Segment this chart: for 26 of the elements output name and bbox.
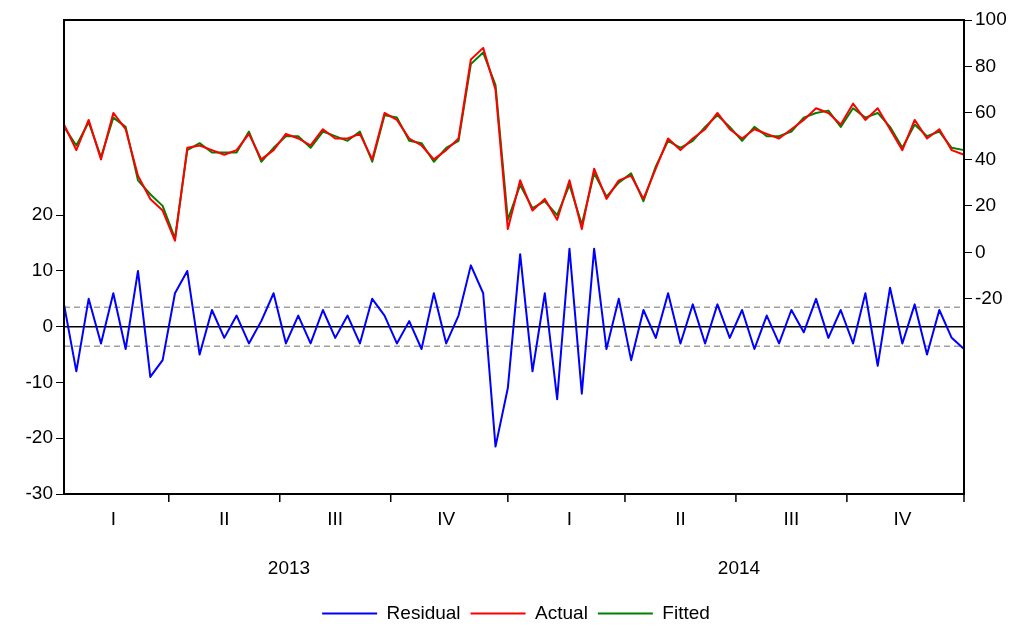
x-tick-label: I — [110, 507, 116, 529]
y2-tick-label: 100 — [975, 8, 1007, 30]
y2-tick-label: 0 — [975, 240, 986, 262]
x-tick-label: III — [783, 507, 800, 529]
legend-label: Fitted — [662, 601, 710, 623]
y-tick-label: 20 — [31, 203, 53, 225]
y2-tick-label: 40 — [975, 147, 997, 169]
y2-tick-label: 80 — [975, 54, 997, 76]
x-tick-label: III — [327, 507, 344, 529]
y-tick-label: 0 — [42, 314, 53, 336]
y-tick-label: -30 — [25, 482, 53, 504]
x-tick-label: I — [566, 507, 573, 529]
x-tick-label: II — [218, 507, 230, 529]
y-tick-label: -10 — [25, 370, 53, 392]
y-tick-label: 10 — [31, 259, 53, 281]
x-tick-label: IV — [437, 507, 456, 529]
y2-tick-label: 20 — [975, 194, 997, 216]
legend-label: Residual — [386, 601, 461, 623]
x-tick-label: IV — [893, 507, 912, 529]
text: 2013 — [267, 557, 311, 579]
x-tick-label: II — [675, 507, 686, 529]
y-tick-label: -20 — [25, 426, 53, 448]
y2-tick-label: -20 — [975, 287, 1003, 309]
y2-tick-label: 60 — [975, 101, 997, 123]
text: 2014 — [717, 557, 761, 579]
legend-label: Actual — [535, 601, 588, 623]
